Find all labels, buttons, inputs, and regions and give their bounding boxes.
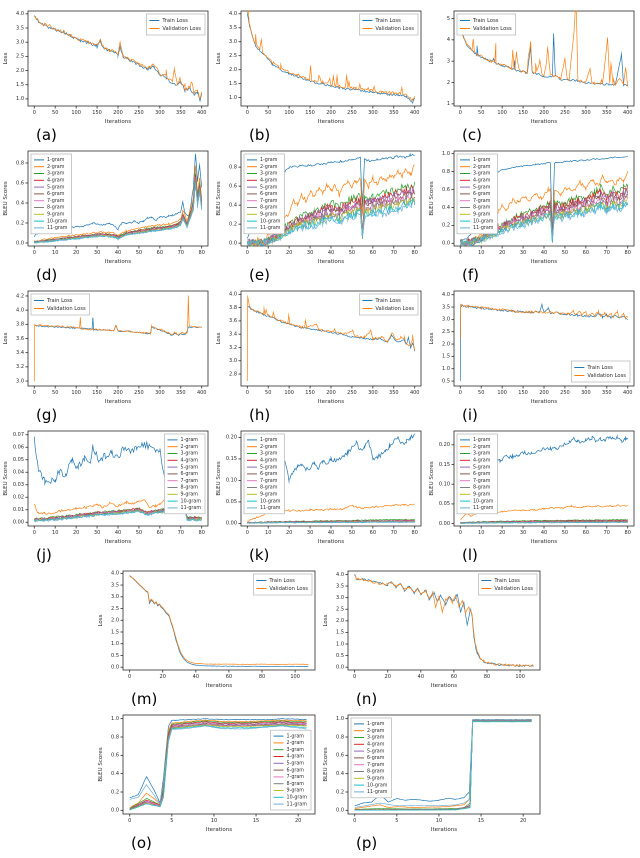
subplot-j: (j) [0,426,213,564]
row-4: (j) (k) (l) [0,426,640,566]
subplot-k-caption: (k) [249,546,270,564]
subplot-f: (f) [426,146,639,284]
subplot-a-canvas [0,6,213,126]
subplot-i: (i) [426,286,639,424]
subplot-h-canvas [213,286,426,406]
subplot-o-caption: (o) [131,834,152,852]
row-2: (d) (e) (f) [0,146,640,286]
subplot-m-canvas [95,566,320,690]
subplot-a: (a) [0,6,213,144]
row-5: (m) (n) [0,566,640,710]
subplot-k-canvas [213,426,426,546]
subplot-b: (b) [213,6,426,144]
subplot-c-canvas [426,6,639,126]
subplot-d: (d) [0,146,213,284]
subplot-d-caption: (d) [36,266,58,284]
subplot-l-caption: (l) [462,546,478,564]
subplot-b-canvas [213,6,426,126]
subplot-m-caption: (m) [131,690,158,708]
subplot-a-caption: (a) [36,126,57,144]
subplot-f-caption: (f) [462,266,479,284]
subplot-g-canvas [0,286,213,406]
subplot-e-caption: (e) [249,266,270,284]
row-3: (g) (h) (i) [0,286,640,426]
subplot-g-caption: (g) [36,406,58,424]
subplot-k: (k) [213,426,426,564]
row-6: (o) (p) [0,710,640,854]
subplot-p: (p) [320,710,545,852]
subplot-n-caption: (n) [356,690,378,708]
subplot-i-canvas [426,286,639,406]
subplot-m: (m) [95,566,320,708]
subplot-h: (h) [213,286,426,424]
subplot-o-canvas [95,710,320,834]
subplot-e-canvas [213,146,426,266]
subplot-g: (g) [0,286,213,424]
subplot-l: (l) [426,426,639,564]
row-1: (a) (b) (c) [0,6,640,146]
subplot-o: (o) [95,710,320,852]
subplot-l-canvas [426,426,639,546]
subplot-p-canvas [320,710,545,834]
subplot-e: (e) [213,146,426,284]
subplot-d-canvas [0,146,213,266]
subplot-n: (n) [320,566,545,708]
subplot-p-caption: (p) [356,834,378,852]
subplot-h-caption: (h) [249,406,271,424]
subplot-j-canvas [0,426,213,546]
subplot-c: (c) [426,6,639,144]
subplot-b-caption: (b) [249,126,271,144]
subplot-i-caption: (i) [462,406,478,424]
subplot-f-canvas [426,146,639,266]
subplot-n-canvas [320,566,545,690]
subplot-j-caption: (j) [36,546,52,564]
subplot-c-caption: (c) [462,126,482,144]
